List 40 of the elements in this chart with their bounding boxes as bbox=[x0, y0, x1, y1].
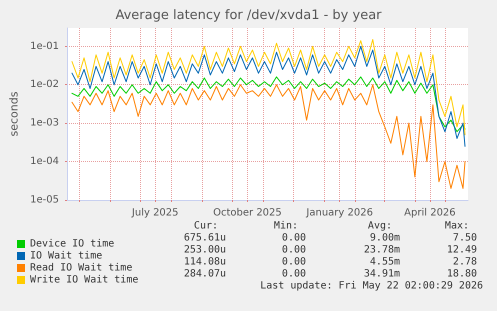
legend-label: Write IO Wait time bbox=[30, 274, 138, 286]
x-tick-label: January 2026 bbox=[305, 208, 373, 218]
legend-label: Device IO time bbox=[30, 238, 114, 250]
y-tick-label: 1e-02 bbox=[30, 79, 59, 90]
x-tick-label: July 2025 bbox=[130, 208, 179, 218]
y-axis-title: seconds bbox=[7, 91, 20, 136]
text: 4.55m bbox=[370, 256, 400, 268]
text: 0.00 bbox=[282, 256, 306, 268]
x-tick-label: October 2025 bbox=[213, 208, 282, 218]
text: 675.61u bbox=[184, 232, 226, 244]
text: 253.00u bbox=[184, 244, 226, 256]
text: Last update: Fri May 22 02:00:29 2026 bbox=[260, 280, 484, 292]
text: 0.00 bbox=[282, 232, 306, 244]
chart-title: Average latency for /dev/xvda1 - by year bbox=[115, 8, 382, 23]
text: 23.78m bbox=[364, 244, 400, 256]
text: Max: bbox=[444, 220, 470, 232]
text: 34.91m bbox=[364, 268, 400, 280]
y-tick-label: 1e-03 bbox=[30, 118, 59, 129]
line-series bbox=[72, 84, 466, 189]
text: Cur: bbox=[194, 220, 218, 232]
y-tick-label: 1e-04 bbox=[30, 156, 59, 168]
legend-label: IO Wait time bbox=[30, 250, 102, 262]
y-tick-label: 1e-05 bbox=[30, 194, 59, 206]
x-tick-label: April 2026 bbox=[404, 208, 456, 218]
line-series bbox=[72, 76, 466, 132]
text: Min: bbox=[274, 220, 298, 232]
text: 9.00m bbox=[370, 232, 400, 244]
text: 2.78 bbox=[452, 256, 478, 268]
text: 114.08u bbox=[184, 256, 226, 268]
text: 7.50 bbox=[452, 232, 478, 244]
text: 0.00 bbox=[282, 244, 306, 256]
text: 0.00 bbox=[282, 268, 306, 280]
y-tick-label: 1e-01 bbox=[30, 40, 59, 52]
line-series bbox=[72, 46, 466, 147]
text: 284.07u bbox=[184, 268, 226, 280]
line-series bbox=[72, 39, 466, 136]
text: Avg: bbox=[368, 220, 392, 232]
text: 18.80 bbox=[446, 268, 478, 280]
legend-label: Read IO Wait time bbox=[30, 262, 132, 274]
text: 12.49 bbox=[446, 244, 478, 256]
